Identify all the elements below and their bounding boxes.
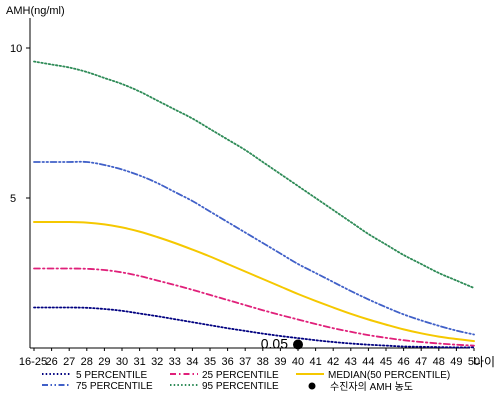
y-axis-title: AMH(ng/ml) [6,5,65,17]
marker-layer: 0.05 [261,336,303,352]
x-tick-label: 29 [98,356,110,368]
x-tick-label: 42 [327,356,339,368]
x-tick-label: 46 [397,356,409,368]
x-tick-label: 37 [239,356,251,368]
x-tick-label: 27 [63,356,75,368]
legend: 5 PERCENTILE 25 PERCENTILE MEDIAN(50 PERCE… [42,370,450,393]
series-line-median-50-percentile [33,220,475,343]
legend-label: MEDIAN(50 PERCENTILE) [328,370,450,381]
x-tick-label: 45 [380,356,392,368]
x-tick-label: 49 [450,356,462,368]
x-tick-label: 34 [186,356,198,368]
x-tick-label: 36 [221,356,233,368]
legend-label: 25 PERCENTILE [202,370,279,381]
series-line-75-percentile [33,160,475,336]
x-tick-label: 26 [45,356,57,368]
x-tick-label: 30 [116,356,128,368]
x-tick-label: 35 [204,356,216,368]
legend-marker-label: 수진자의 AMH 농도 [330,381,413,393]
x-axis-title: 나이 [473,355,495,369]
y-axis-ticks: 5 10 [10,43,30,205]
x-tick-label: 33 [169,356,181,368]
x-tick-label: 39 [274,356,286,368]
x-tick-label: 43 [345,356,357,368]
series-line-25-percentile [33,267,475,347]
series-layer [33,60,475,349]
x-tick-label: 40 [292,356,304,368]
x-tick-label: 38 [257,356,269,368]
x-tick-label: 44 [362,356,374,368]
x-tick-label: 48 [433,356,445,368]
legend-label: 5 PERCENTILE [76,370,147,381]
x-tick-label: 47 [415,356,427,368]
legend-label: 95 PERCENTILE [202,381,279,392]
y-tick-label: 5 [10,193,16,205]
x-tick-label: 41 [309,356,321,368]
x-tick-label: 32 [151,356,163,368]
x-tick-label: 31 [133,356,145,368]
y-tick-label: 10 [10,43,22,55]
x-tick-label: 16-25 [19,356,47,368]
patient-marker-point [293,339,303,350]
x-tick-label: 50 [468,356,480,368]
legend-marker-swatch [308,382,316,390]
series-line-5-percentile [33,306,475,349]
series-line-95-percentile [33,60,475,289]
x-tick-label: 28 [81,356,93,368]
patient-marker-label: 0.05 [261,336,288,352]
legend-label: 75 PERCENTILE [76,381,153,392]
